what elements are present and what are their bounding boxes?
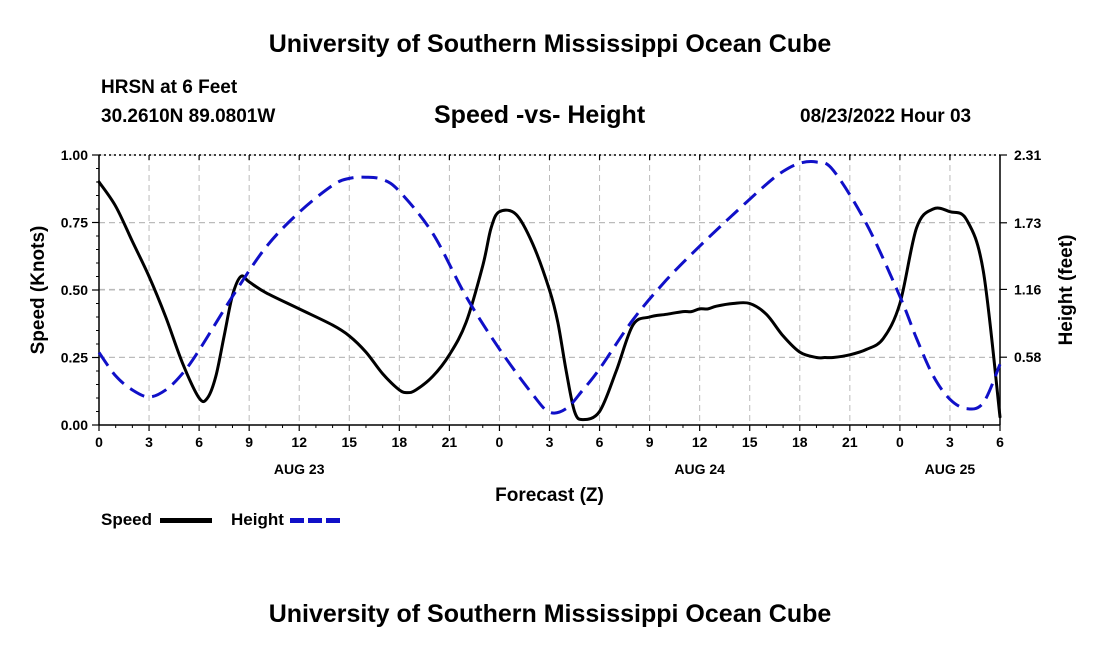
x-tick-label: 15 — [341, 434, 357, 450]
y-tick-label: 1.00 — [61, 147, 88, 163]
y2-tick-label: 1.73 — [1014, 215, 1041, 231]
x-date-label: AUG 23 — [274, 461, 325, 477]
y-tick-label: 0.25 — [61, 350, 88, 366]
y-tick-label: 0.00 — [61, 417, 88, 433]
x-tick-label: 3 — [145, 434, 153, 450]
station-name: HRSN at 6 Feet — [101, 77, 238, 98]
legend-height-label: Height — [231, 510, 284, 529]
x-tick-label: 18 — [392, 434, 408, 450]
x-tick-label: 21 — [442, 434, 458, 450]
x-tick-label: 18 — [792, 434, 808, 450]
speed-series-line — [97, 180, 1002, 422]
x-tick-label: 12 — [692, 434, 708, 450]
y2-axis-label: Height (feet) — [1056, 235, 1077, 346]
x-tick-label: 3 — [546, 434, 554, 450]
x-tick-label: 15 — [742, 434, 758, 450]
x-tick-label: 0 — [496, 434, 504, 450]
x-tick-label: 6 — [195, 434, 203, 450]
x-tick-label: 0 — [95, 434, 103, 450]
x-tick-label: 0 — [896, 434, 904, 450]
x-tick-label: 6 — [996, 434, 1004, 450]
x-tick-label: 12 — [291, 434, 307, 450]
y-tick-label: 0.50 — [61, 282, 88, 298]
x-date-label: AUG 24 — [674, 461, 725, 477]
x-axis-label: Forecast (Z) — [495, 485, 604, 506]
y-axis-label: Speed (Knots) — [28, 226, 49, 355]
legend-speed-swatch — [160, 518, 212, 523]
x-tick-label: 21 — [842, 434, 858, 450]
x-tick-label: 6 — [596, 434, 604, 450]
x-date-label: AUG 25 — [925, 461, 976, 477]
station-coordinates: 30.2610N 89.0801W — [101, 106, 276, 127]
chart-subtitle: Speed -vs- Height — [434, 101, 646, 129]
footer-title: University of Southern Mississippi Ocean… — [268, 600, 832, 628]
y2-tick-label: 2.31 — [1014, 147, 1041, 163]
x-tick-label: 9 — [245, 434, 253, 450]
legend-height-swatch — [290, 518, 342, 523]
height-series-line — [97, 159, 1002, 415]
chart-title: University of Southern Mississippi Ocean… — [268, 30, 832, 58]
y-tick-label: 0.75 — [61, 215, 88, 231]
x-tick-label: 3 — [946, 434, 954, 450]
y2-tick-label: 0.58 — [1014, 349, 1041, 365]
y2-tick-label: 1.16 — [1014, 281, 1041, 297]
x-tick-label: 9 — [646, 434, 654, 450]
legend-speed-label: Speed — [101, 510, 153, 529]
forecast-datetime: 08/23/2022 Hour 03 — [800, 106, 972, 127]
